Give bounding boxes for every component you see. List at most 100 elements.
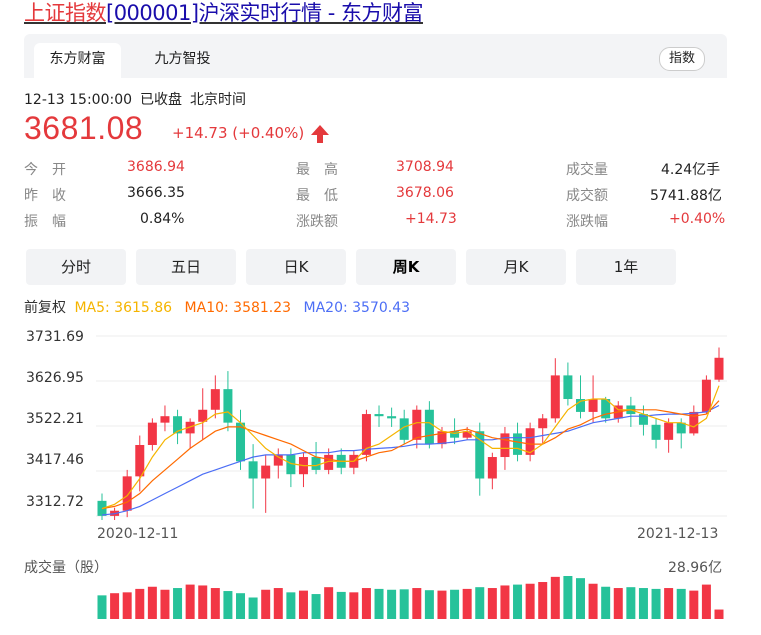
- candle-body: [424, 409, 434, 445]
- index-pill-button[interactable]: 指数: [658, 47, 705, 71]
- candle-body: [450, 431, 460, 438]
- candle-body: [437, 431, 447, 445]
- candle-body: [500, 433, 510, 458]
- volume-bar: [223, 591, 233, 619]
- tab-jiufang[interactable]: 九方智投: [154, 51, 211, 67]
- volume-bar: [450, 589, 460, 619]
- change-amount-value: +14.73: [405, 211, 457, 227]
- volume-label: 成交量: [566, 162, 608, 178]
- candle-body: [701, 379, 711, 412]
- turnover-value: 5741.88亿: [650, 188, 722, 204]
- candle-body: [135, 444, 145, 477]
- volume-bar: [676, 588, 686, 619]
- volume-bar: [638, 588, 648, 619]
- candle-body: [412, 409, 422, 440]
- ma20-line: [101, 404, 720, 516]
- volume-bar: [513, 584, 523, 619]
- tab-weekly-k[interactable]: 周K: [356, 249, 456, 285]
- volume-bar: [701, 584, 711, 619]
- volume-bar: [349, 592, 359, 619]
- turnover-label: 成交额: [566, 188, 608, 204]
- high-value: 3708.94: [396, 159, 454, 175]
- volume-bar: [248, 597, 258, 619]
- volume-bar: [651, 588, 661, 619]
- open-label: 今 开: [24, 162, 66, 178]
- page-title-link[interactable]: 上证指数[000001]沪深实时行情 - 东方财富: [24, 0, 423, 28]
- volume-bar: [626, 587, 636, 619]
- volume-bar: [462, 588, 472, 619]
- candle-body: [475, 431, 485, 479]
- candle-body: [160, 416, 170, 423]
- open-value: 3686.94: [127, 159, 185, 175]
- volume-bar: [487, 588, 497, 619]
- volume-bar: [185, 584, 195, 619]
- low-label: 最 低: [296, 188, 338, 204]
- tab-one-year[interactable]: 1年: [576, 249, 676, 285]
- volume-chart[interactable]: [0, 575, 761, 620]
- tab-five-day[interactable]: 五日: [136, 249, 236, 285]
- volume-bar: [261, 589, 271, 619]
- prev-close-value: 3666.35: [127, 185, 185, 201]
- candle-body: [185, 421, 195, 434]
- adjust-label: 前复权: [24, 300, 66, 316]
- candle-body: [638, 414, 648, 425]
- volume-bar: [374, 588, 384, 619]
- volume-bar: [147, 586, 157, 619]
- candle-body: [198, 409, 208, 422]
- x-start-date: 2020-12-11: [97, 526, 179, 542]
- candle-body: [664, 422, 674, 440]
- tab-daily-k[interactable]: 日K: [246, 249, 346, 285]
- volume-bar: [198, 585, 208, 619]
- tab-eastmoney[interactable]: 东方财富: [34, 43, 121, 78]
- volume-bar: [575, 578, 585, 619]
- index-name[interactable]: 上证指数: [24, 1, 107, 25]
- candle-body: [689, 411, 699, 434]
- ma10-label: MA10: 3581.23: [184, 300, 292, 316]
- candle-body: [525, 428, 535, 455]
- volume-bar: [424, 590, 434, 619]
- volume-bar: [160, 589, 170, 619]
- time-zone: 北京时间: [190, 92, 247, 108]
- title-rest[interactable]: [000001]沪深实时行情 - 东方财富: [106, 1, 423, 25]
- volume-bar: [399, 589, 409, 619]
- candle-body: [387, 416, 397, 419]
- volume-bar: [273, 588, 283, 619]
- candle-body: [601, 399, 611, 419]
- volume-bar: [601, 586, 611, 619]
- kline-chart[interactable]: [0, 330, 761, 520]
- volume-bar: [475, 587, 485, 619]
- tab-intraday[interactable]: 分时: [26, 249, 126, 285]
- volume-bar: [122, 592, 132, 619]
- candle-body: [575, 399, 585, 412]
- y-tick-label: 3522.21: [26, 411, 84, 427]
- volume-bar: [437, 590, 447, 619]
- amplitude-value: 0.84%: [140, 211, 185, 227]
- tab-monthly-k[interactable]: 月K: [466, 249, 566, 285]
- ma10-line: [101, 400, 720, 510]
- x-end-date: 2021-12-13: [637, 526, 719, 542]
- candle-body: [513, 433, 523, 455]
- volume-bar: [298, 590, 308, 619]
- candle-body: [122, 476, 132, 511]
- change-amount-label: 涨跌额: [296, 214, 338, 230]
- volume-bar: [387, 589, 397, 619]
- volume-bar: [613, 588, 623, 619]
- ma5-label: MA5: 3615.86: [74, 300, 173, 316]
- volume-bar: [500, 585, 510, 619]
- candle-body: [538, 418, 548, 429]
- candle-body: [563, 375, 573, 400]
- volume-value: 4.24亿手: [661, 162, 721, 178]
- low-value: 3678.06: [396, 185, 454, 201]
- candle-body: [714, 357, 724, 380]
- volume-bar: [324, 587, 334, 619]
- candle-body: [286, 454, 296, 475]
- volume-bar: [210, 588, 220, 619]
- ma5-line: [101, 385, 720, 510]
- candle-body: [651, 424, 661, 440]
- candle-body: [236, 422, 246, 462]
- quote-time: 12-13 15:00:00: [24, 92, 133, 108]
- candle-body: [462, 431, 472, 438]
- volume-bar: [311, 594, 321, 619]
- candle-body: [324, 454, 334, 470]
- ma-legend: 前复权 MA5: 3615.86 MA10: 3581.23 MA20: 357…: [24, 297, 410, 317]
